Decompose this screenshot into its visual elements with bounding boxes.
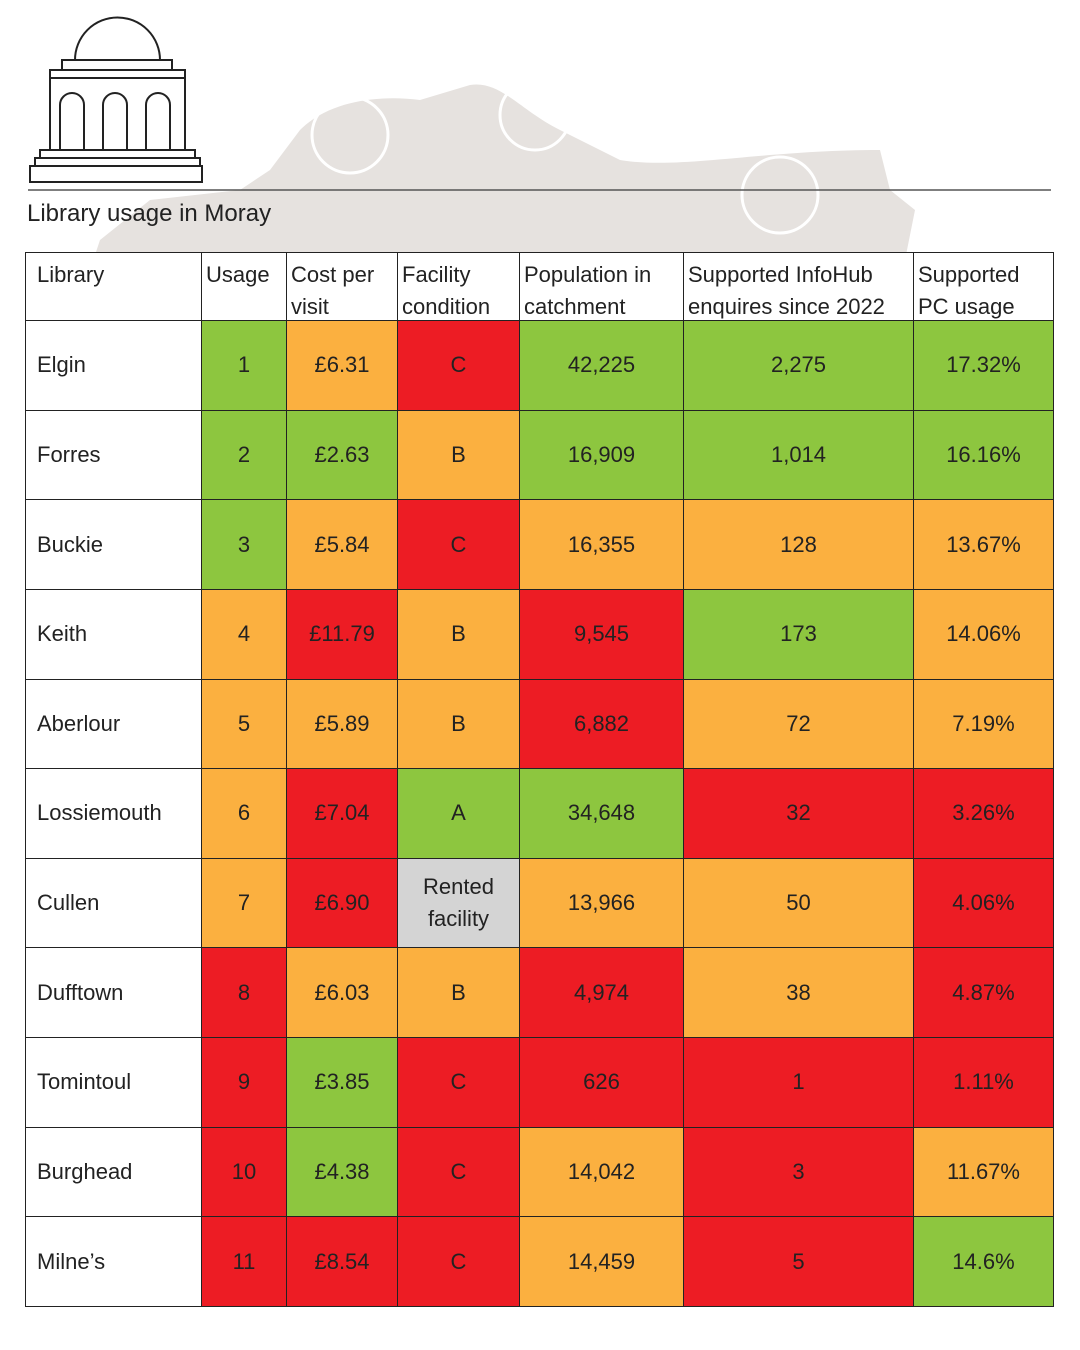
data-cell: 4.06% — [913, 857, 1054, 949]
data-cell: 2 — [201, 409, 287, 501]
data-cell: £3.85 — [286, 1037, 398, 1128]
data-cell: 4.87% — [913, 947, 1054, 1039]
data-cell: 173 — [683, 588, 914, 680]
data-cell: 16.16% — [913, 409, 1054, 501]
data-cell: 6,882 — [519, 678, 684, 770]
data-cell: 626 — [519, 1037, 684, 1128]
data-cell: 14.6% — [913, 1216, 1054, 1307]
data-cell: 5 — [683, 1216, 914, 1307]
data-cell: 9 — [201, 1037, 287, 1128]
data-cell: C — [397, 1216, 520, 1307]
data-cell: Rented facility — [397, 857, 520, 949]
library-name: Dufftown — [25, 947, 202, 1039]
library-name: Cullen — [25, 857, 202, 949]
data-cell: 9,545 — [519, 588, 684, 680]
library-name: Buckie — [25, 499, 202, 590]
title: Library usage in Moray — [27, 200, 272, 227]
data-cell: 5 — [201, 678, 287, 770]
map-circle — [310, 95, 390, 175]
data-cell: 34,648 — [519, 768, 684, 859]
data-cell: 38 — [683, 947, 914, 1039]
library-name: Lossiemouth — [25, 768, 202, 859]
data-cell: £2.63 — [286, 409, 398, 501]
data-cell: 6 — [201, 768, 287, 859]
header-cell: Cost per visit — [286, 252, 398, 321]
data-cell: B — [397, 947, 520, 1039]
data-cell: £5.84 — [286, 499, 398, 590]
header-cell: Usage — [201, 252, 287, 321]
data-cell: £8.54 — [286, 1216, 398, 1307]
data-cell: 1.11% — [913, 1037, 1054, 1128]
data-cell: C — [397, 1037, 520, 1128]
data-cell: 50 — [683, 857, 914, 949]
data-cell: 3 — [201, 499, 287, 590]
data-cell: 17.32% — [913, 320, 1054, 411]
header-cell: Supported InfoHub enquires since 2022 — [683, 252, 914, 321]
data-cell: £5.89 — [286, 678, 398, 770]
data-cell: A — [397, 768, 520, 859]
data-cell: 14.06% — [913, 588, 1054, 680]
data-cell: 3 — [683, 1126, 914, 1218]
library-name: Keith — [25, 588, 202, 680]
data-cell: 4 — [201, 588, 287, 680]
data-cell: 11 — [201, 1216, 287, 1307]
data-cell: £7.04 — [286, 768, 398, 859]
header-cell: Supported PC usage — [913, 252, 1054, 321]
data-cell: 1,014 — [683, 409, 914, 501]
data-cell: 13.67% — [913, 499, 1054, 590]
header-cell: Population in catchment — [519, 252, 684, 321]
data-cell: C — [397, 499, 520, 590]
library-name: Burghead — [25, 1126, 202, 1218]
data-cell: B — [397, 409, 520, 501]
library-name: Tomintoul — [25, 1037, 202, 1128]
data-cell: 1 — [201, 320, 287, 411]
library-icon — [29, 16, 203, 183]
map-circle — [498, 78, 572, 152]
data-cell: B — [397, 678, 520, 770]
data-cell: 14,459 — [519, 1216, 684, 1307]
data-cell: 14,042 — [519, 1126, 684, 1218]
header-cell: Library — [25, 252, 202, 321]
data-cell: 4,974 — [519, 947, 684, 1039]
data-cell: £6.03 — [286, 947, 398, 1039]
data-cell: £6.90 — [286, 857, 398, 949]
data-cell: C — [397, 1126, 520, 1218]
data-cell: 72 — [683, 678, 914, 770]
data-cell: 32 — [683, 768, 914, 859]
data-cell: 11.67% — [913, 1126, 1054, 1218]
map-shape — [70, 84, 915, 580]
map-circle — [740, 155, 820, 235]
data-cell: 16,355 — [519, 499, 684, 590]
data-cell: C — [397, 320, 520, 411]
data-cell: £11.79 — [286, 588, 398, 680]
library-name: Aberlour — [25, 678, 202, 770]
data-cell: 2,275 — [683, 320, 914, 411]
data-cell: 42,225 — [519, 320, 684, 411]
data-cell: 16,909 — [519, 409, 684, 501]
data-cell: 13,966 — [519, 857, 684, 949]
data-cell: 1 — [683, 1037, 914, 1128]
header-cell: Facility condition — [397, 252, 520, 321]
data-cell: £4.38 — [286, 1126, 398, 1218]
data-cell: 128 — [683, 499, 914, 590]
library-name: Elgin — [25, 320, 202, 411]
library-name: Forres — [25, 409, 202, 501]
data-cell: 7 — [201, 857, 287, 949]
library-name: Milne’s — [25, 1216, 202, 1307]
data-cell: 7.19% — [913, 678, 1054, 770]
data-cell: £6.31 — [286, 320, 398, 411]
data-cell: 10 — [201, 1126, 287, 1218]
data-cell: 3.26% — [913, 768, 1054, 859]
data-cell: 8 — [201, 947, 287, 1039]
data-cell: B — [397, 588, 520, 680]
